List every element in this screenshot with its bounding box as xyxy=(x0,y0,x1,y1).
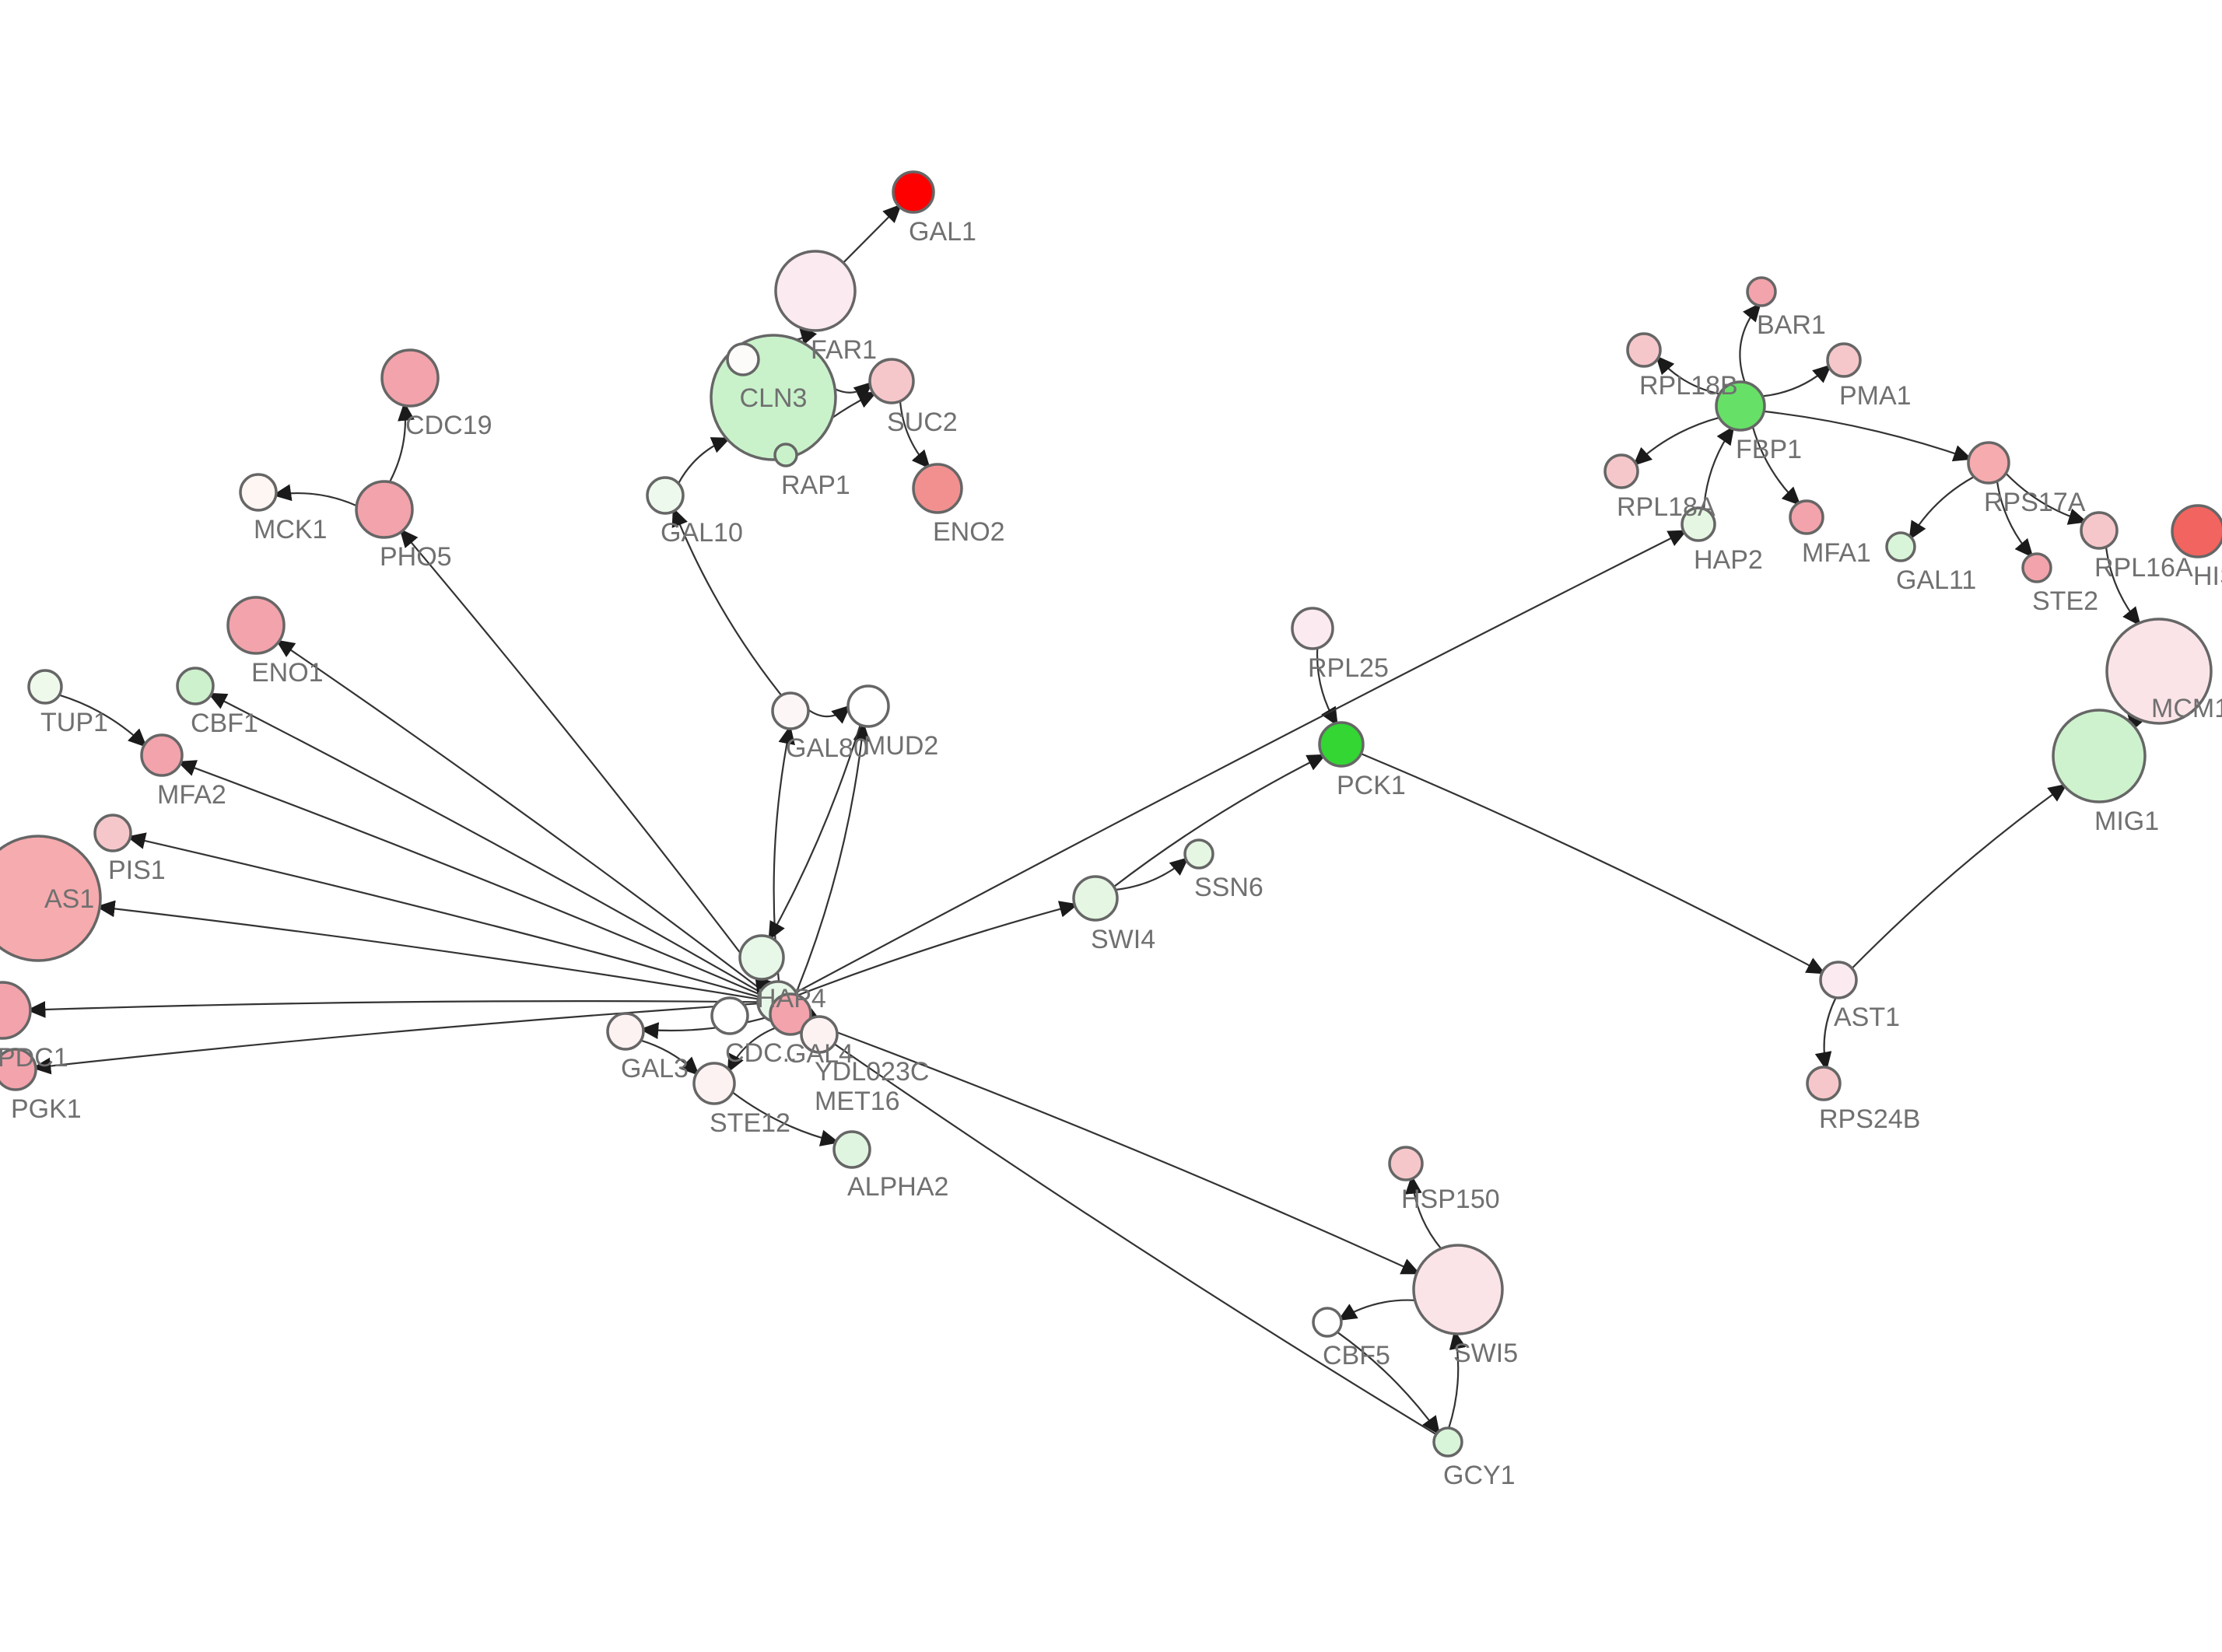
svg-text:STE12: STE12 xyxy=(710,1108,790,1138)
svg-text:SUC2: SUC2 xyxy=(887,408,958,437)
svg-text:GAL11: GAL11 xyxy=(1896,565,1976,595)
svg-text:GCY1: GCY1 xyxy=(1443,1461,1516,1490)
svg-text:PGK1: PGK1 xyxy=(11,1094,82,1124)
svg-text:GAL3: GAL3 xyxy=(621,1054,689,1083)
svg-text:GAL80: GAL80 xyxy=(786,733,868,763)
svg-text:BAR1: BAR1 xyxy=(1757,310,1826,340)
svg-text:CBF1: CBF1 xyxy=(191,709,258,738)
svg-text:GAL1: GAL1 xyxy=(909,217,976,247)
svg-text:CBF5: CBF5 xyxy=(1323,1341,1390,1370)
svg-text:ENO2: ENO2 xyxy=(933,517,1005,547)
svg-text:RPL18B: RPL18B xyxy=(1639,371,1738,401)
svg-text:GAL10: GAL10 xyxy=(661,518,743,548)
svg-text:RPS17A: RPS17A xyxy=(1984,488,2086,517)
svg-text:MCK1: MCK1 xyxy=(254,515,327,544)
svg-text:MFA1: MFA1 xyxy=(1802,538,1871,568)
svg-text:MCM1: MCM1 xyxy=(2151,694,2222,723)
svg-text:PCK1: PCK1 xyxy=(1337,771,1406,800)
svg-text:PDC1: PDC1 xyxy=(0,1043,68,1073)
svg-text:ENO1: ENO1 xyxy=(251,658,324,688)
svg-text:FAR1: FAR1 xyxy=(811,335,877,365)
svg-text:FBP1: FBP1 xyxy=(1736,435,1802,464)
svg-text:HAP4: HAP4 xyxy=(757,984,826,1013)
svg-text:ALPHA2: ALPHA2 xyxy=(847,1172,948,1202)
svg-text:HAP2: HAP2 xyxy=(1694,545,1763,575)
svg-text:PMA1: PMA1 xyxy=(1839,381,1912,411)
svg-text:RPL25: RPL25 xyxy=(1308,653,1389,683)
svg-text:MUD2: MUD2 xyxy=(864,731,938,761)
svg-text:MIG1: MIG1 xyxy=(2094,807,2159,836)
svg-text:PIS1: PIS1 xyxy=(108,856,166,885)
svg-text:RPL18A: RPL18A xyxy=(1617,492,1716,522)
svg-text:AS1: AS1 xyxy=(44,884,94,914)
svg-text:RPS24B: RPS24B xyxy=(1819,1104,1920,1134)
svg-text:MFA2: MFA2 xyxy=(157,780,226,810)
svg-text:CLN3: CLN3 xyxy=(740,383,808,413)
svg-text:HIS4: HIS4 xyxy=(2193,562,2222,591)
svg-text:PHO5: PHO5 xyxy=(380,542,452,572)
svg-text:RAP1: RAP1 xyxy=(781,471,850,500)
svg-text:AST1: AST1 xyxy=(1834,1003,1900,1032)
svg-text:STE2: STE2 xyxy=(2032,586,2098,616)
svg-text:TUP1: TUP1 xyxy=(40,708,108,737)
svg-text:SWI5: SWI5 xyxy=(1453,1339,1518,1368)
svg-text:SWI4: SWI4 xyxy=(1091,925,1155,954)
svg-text:CDC19: CDC19 xyxy=(405,411,492,440)
svg-text:SSN6: SSN6 xyxy=(1194,873,1263,902)
svg-text:HSP150: HSP150 xyxy=(1401,1185,1500,1214)
svg-text:RPL16A: RPL16A xyxy=(2094,553,2193,583)
